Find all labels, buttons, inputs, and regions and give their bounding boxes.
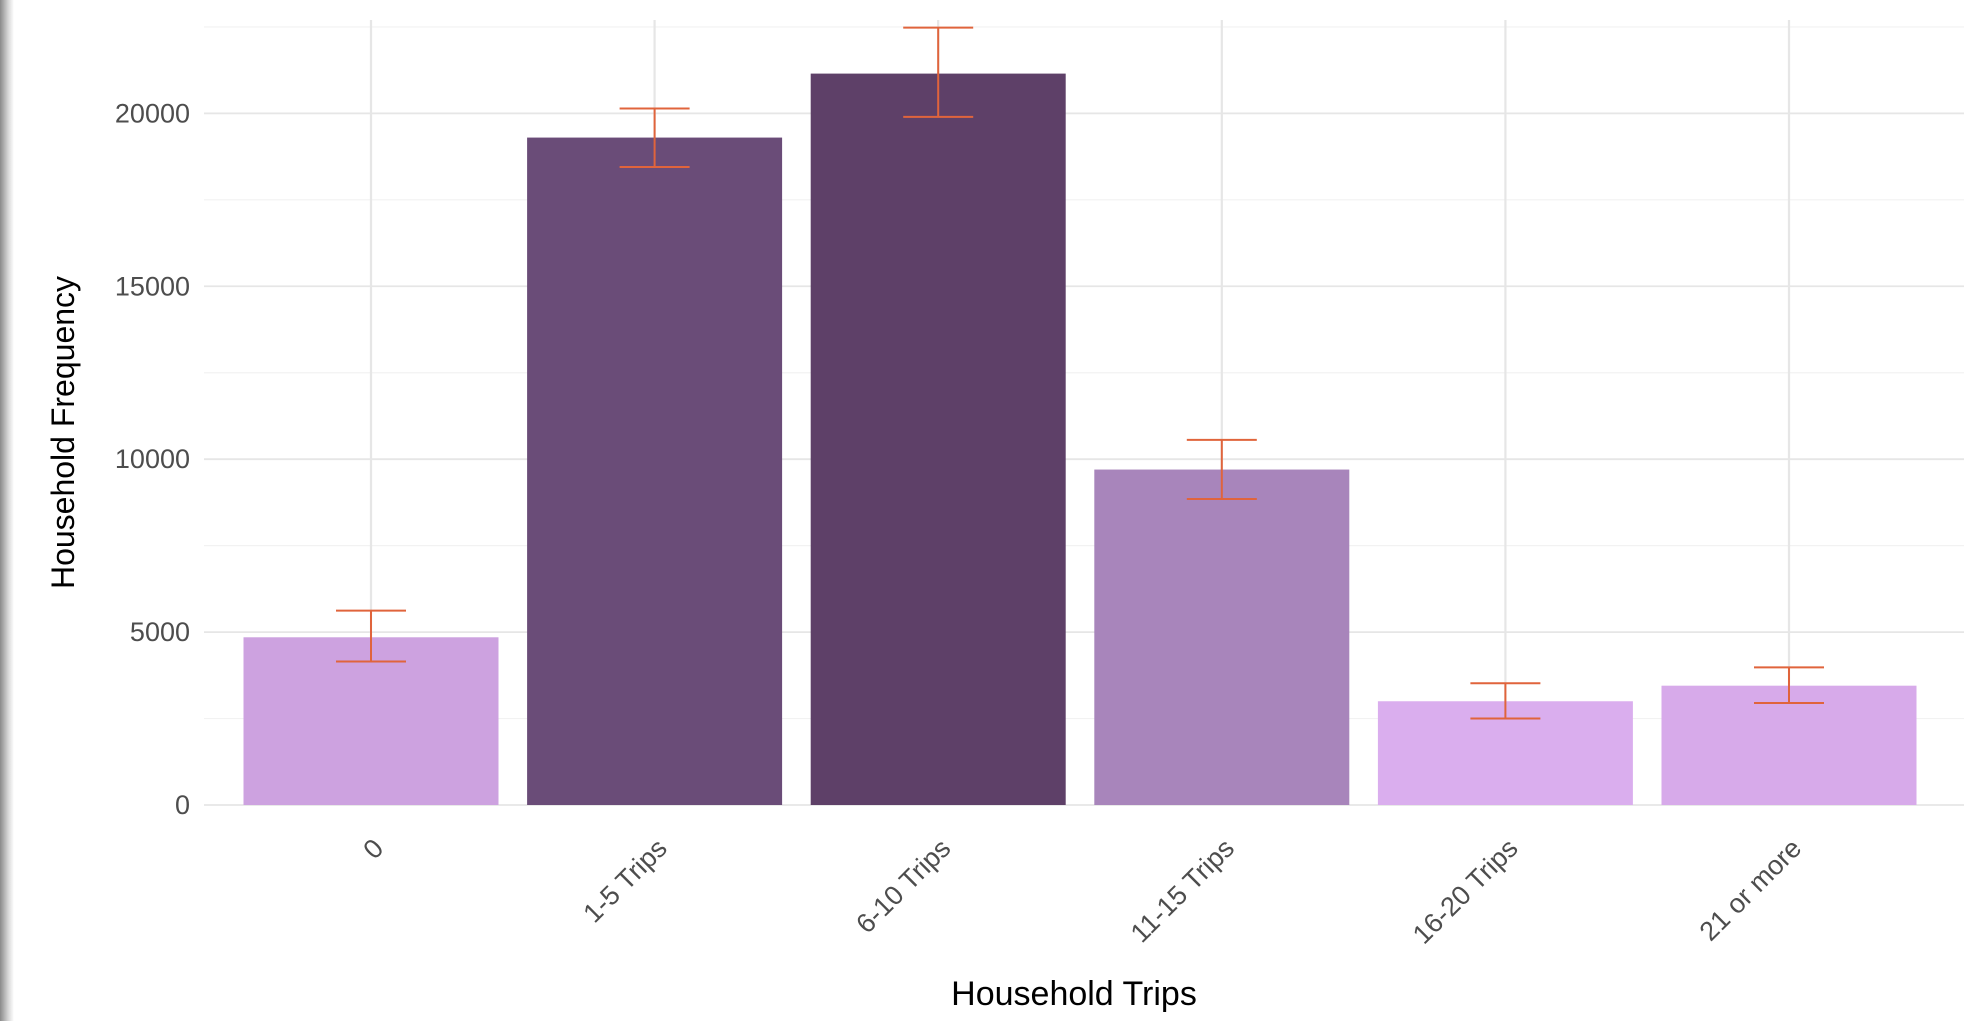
x-tick-label: 1-5 Trips [577,833,672,928]
x-tick-label: 11-15 Trips [1125,833,1240,948]
bar-6-10-trips [810,73,1066,805]
error-bar [619,107,690,168]
x-axis-title: Household Trips [951,975,1197,1013]
error-bar [903,26,974,118]
error-bar [1470,682,1541,720]
x-tick-labels: 0 1-5 Trips 6-10 Trips 11-15 Trips 16-20 Tri… [357,833,1807,950]
error-bars-group [336,26,1824,720]
bars-group [243,73,1917,805]
slide-edge-shadow [0,0,14,1021]
bar-0 [243,637,499,805]
bar-1-5-trips [527,137,783,805]
y-tick-label: 20000 [115,98,190,128]
y-tick-label: 5000 [130,617,190,647]
bar-21-or-more [1661,685,1917,805]
x-tick-label: 16-20 Trips [1407,833,1524,950]
x-tick-label: 21 or more [1694,833,1808,947]
y-tick-label: 0 [175,790,190,820]
error-bar [1186,438,1257,500]
y-tick-label: 10000 [115,444,190,474]
x-tick-label: 6-10 Trips [850,833,956,939]
bar-chart: 0 5000 10000 15000 20000 0 1-5 Trips 6-10 Trip… [45,20,1964,1013]
y-axis-title: Household Frequency [45,276,81,589]
bar-11-15-trips [1094,469,1350,805]
x-tick-label: 0 [357,833,389,865]
error-bar [1754,666,1824,704]
chart-frame: 0 5000 10000 15000 20000 0 1-5 Trips 6-10 Trip… [14,0,1980,1021]
y-tick-labels: 0 5000 10000 15000 20000 [115,98,190,820]
error-bar [336,609,406,663]
y-tick-label: 15000 [115,271,190,301]
